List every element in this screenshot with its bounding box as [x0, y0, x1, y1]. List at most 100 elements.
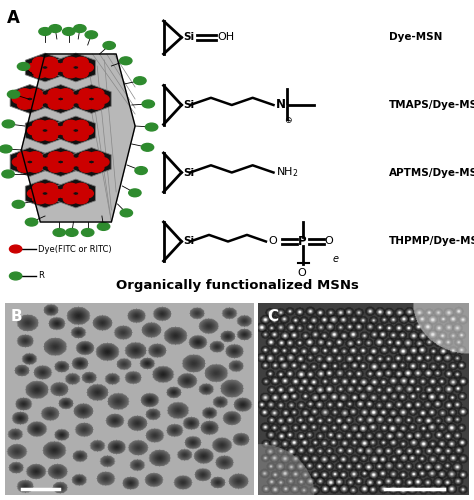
Circle shape — [94, 94, 109, 104]
Circle shape — [64, 58, 78, 66]
Circle shape — [64, 184, 78, 192]
Circle shape — [48, 152, 63, 161]
Circle shape — [89, 100, 104, 109]
Text: Si: Si — [183, 236, 194, 246]
Text: Si: Si — [183, 100, 194, 110]
Circle shape — [43, 184, 57, 192]
Circle shape — [48, 189, 63, 198]
Text: OH: OH — [217, 32, 234, 42]
Text: O: O — [324, 236, 333, 246]
Text: C: C — [267, 308, 278, 324]
Circle shape — [43, 158, 58, 166]
Circle shape — [79, 89, 94, 98]
Circle shape — [79, 163, 94, 172]
Circle shape — [58, 100, 73, 109]
Circle shape — [103, 42, 115, 50]
Polygon shape — [41, 148, 81, 176]
Circle shape — [58, 163, 73, 172]
Polygon shape — [25, 116, 65, 145]
Circle shape — [85, 31, 98, 38]
Circle shape — [27, 152, 42, 161]
Text: ⊕: ⊕ — [284, 116, 292, 125]
Circle shape — [27, 126, 42, 135]
Circle shape — [43, 120, 57, 130]
Circle shape — [58, 126, 73, 135]
Circle shape — [58, 152, 73, 161]
Polygon shape — [25, 179, 65, 208]
Circle shape — [74, 94, 89, 104]
Circle shape — [27, 89, 42, 98]
Text: Dye(FITC or RITC): Dye(FITC or RITC) — [38, 244, 111, 254]
Circle shape — [58, 189, 73, 198]
Polygon shape — [25, 53, 65, 82]
Circle shape — [79, 189, 93, 198]
Text: A: A — [7, 9, 20, 27]
Circle shape — [12, 158, 27, 166]
Circle shape — [18, 100, 32, 109]
Text: Si: Si — [183, 168, 194, 177]
Circle shape — [18, 163, 32, 172]
Circle shape — [64, 68, 78, 78]
Circle shape — [73, 24, 86, 32]
Polygon shape — [41, 84, 81, 114]
Circle shape — [49, 24, 62, 32]
Circle shape — [146, 123, 158, 131]
Circle shape — [48, 126, 63, 135]
Circle shape — [43, 194, 57, 203]
Circle shape — [27, 189, 42, 198]
Polygon shape — [56, 116, 96, 145]
Circle shape — [64, 94, 78, 104]
Circle shape — [58, 89, 73, 98]
Circle shape — [64, 132, 78, 140]
Circle shape — [73, 120, 88, 130]
Polygon shape — [72, 148, 111, 176]
Text: Si: Si — [183, 32, 194, 42]
Circle shape — [64, 194, 78, 203]
Circle shape — [33, 184, 47, 192]
Circle shape — [141, 144, 154, 151]
Circle shape — [0, 145, 12, 153]
Text: NH$_2$: NH$_2$ — [276, 166, 299, 179]
Circle shape — [63, 28, 75, 36]
Circle shape — [48, 89, 63, 98]
Polygon shape — [72, 84, 111, 114]
Circle shape — [43, 132, 57, 140]
Circle shape — [18, 89, 32, 98]
Circle shape — [39, 28, 51, 36]
Circle shape — [142, 100, 155, 108]
Circle shape — [26, 218, 38, 226]
Circle shape — [33, 58, 47, 66]
Circle shape — [2, 120, 15, 128]
Circle shape — [12, 200, 25, 208]
Circle shape — [129, 189, 141, 196]
Text: THPMP/Dye-MSN: THPMP/Dye-MSN — [389, 236, 474, 246]
Circle shape — [73, 132, 88, 140]
Circle shape — [48, 63, 63, 72]
Circle shape — [33, 68, 47, 78]
Circle shape — [48, 100, 63, 109]
Text: R: R — [38, 272, 44, 280]
Circle shape — [33, 132, 47, 140]
Circle shape — [64, 120, 78, 130]
Circle shape — [33, 120, 47, 130]
Circle shape — [89, 89, 104, 98]
Circle shape — [73, 68, 88, 78]
Circle shape — [66, 228, 78, 236]
Text: O: O — [298, 268, 306, 278]
Circle shape — [9, 272, 22, 280]
Text: e: e — [332, 254, 338, 264]
Text: APTMS/Dye-MSN: APTMS/Dye-MSN — [389, 168, 474, 177]
Circle shape — [48, 163, 63, 172]
Polygon shape — [56, 179, 96, 208]
Circle shape — [33, 94, 47, 104]
Text: Dye-MSN: Dye-MSN — [389, 32, 442, 42]
Circle shape — [119, 57, 132, 64]
Circle shape — [82, 228, 94, 236]
Text: P: P — [298, 235, 307, 248]
Circle shape — [27, 100, 42, 109]
Text: O: O — [268, 236, 277, 246]
Circle shape — [43, 58, 57, 66]
Circle shape — [135, 166, 147, 174]
Circle shape — [79, 100, 94, 109]
Text: N: N — [276, 98, 286, 112]
